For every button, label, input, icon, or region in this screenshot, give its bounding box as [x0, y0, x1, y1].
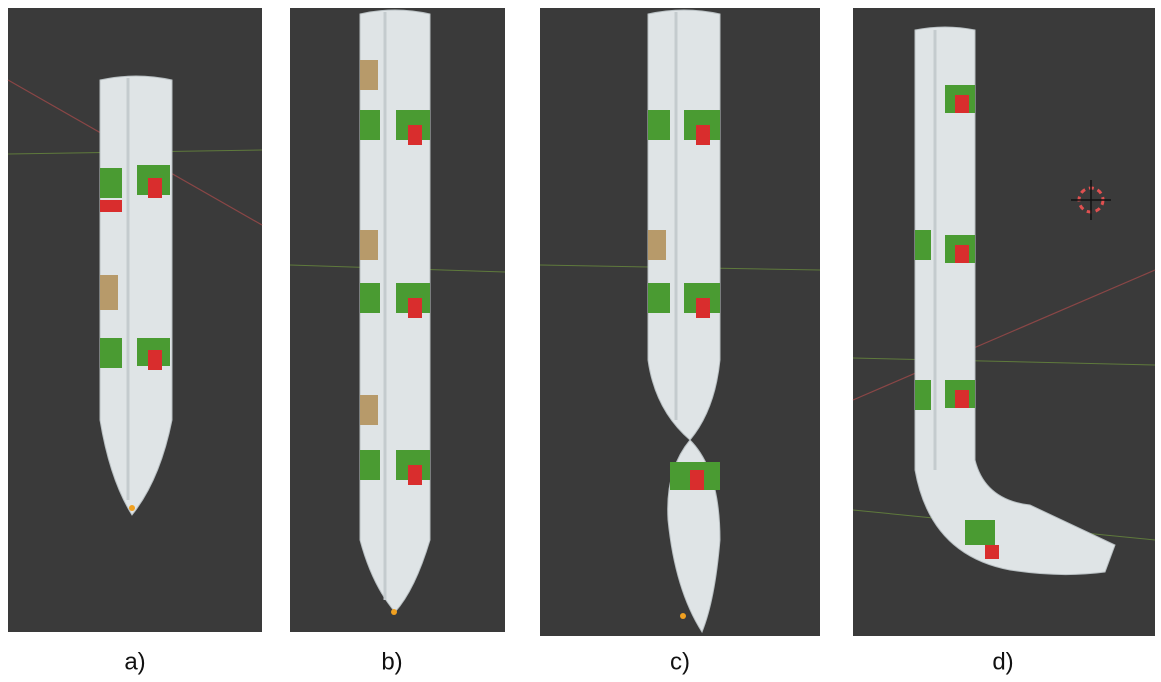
panel-a — [8, 8, 262, 632]
panel-b — [290, 8, 505, 632]
panel-d — [853, 8, 1155, 636]
caption: d) — [992, 648, 1013, 675]
panel-c — [540, 8, 820, 636]
caption: a) — [124, 648, 145, 675]
caption: c) — [670, 648, 690, 675]
figure: a) b) c) d) — [0, 0, 1161, 682]
caption: b) — [381, 648, 402, 675]
